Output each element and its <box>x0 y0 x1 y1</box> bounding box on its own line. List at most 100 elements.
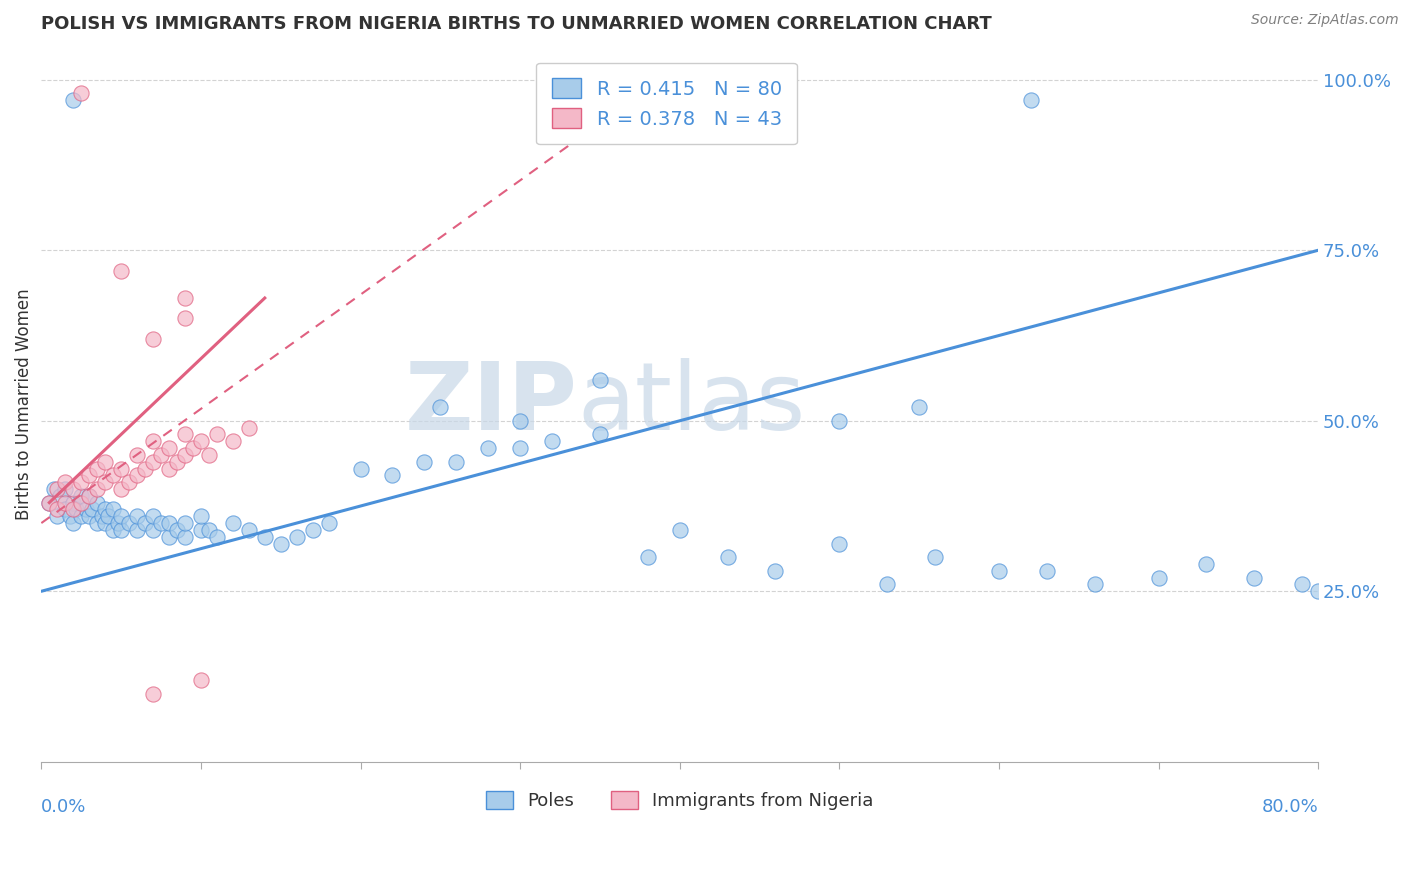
Point <box>77 489 100 503</box>
Point <box>110 264 132 278</box>
Point <box>142 434 165 449</box>
Point <box>94 475 117 490</box>
Point <box>53 475 76 490</box>
Point <box>127 509 149 524</box>
Point <box>118 516 141 530</box>
Point <box>142 455 165 469</box>
Point <box>238 420 260 434</box>
Point <box>876 577 898 591</box>
Point <box>46 482 69 496</box>
Point <box>1147 571 1170 585</box>
Point <box>62 502 84 516</box>
Point <box>205 530 228 544</box>
Point <box>589 373 612 387</box>
Point <box>157 441 180 455</box>
Point <box>77 509 100 524</box>
Point <box>637 550 659 565</box>
Point <box>94 455 117 469</box>
Text: ZIP: ZIP <box>405 358 578 450</box>
Point <box>62 482 84 496</box>
Point <box>190 434 212 449</box>
Point <box>86 516 108 530</box>
Legend: Poles, Immigrants from Nigeria: Poles, Immigrants from Nigeria <box>479 783 880 817</box>
Point <box>77 468 100 483</box>
Point <box>668 523 690 537</box>
Point <box>381 468 404 483</box>
Point <box>1308 584 1330 599</box>
Point <box>62 516 84 530</box>
Point <box>94 516 117 530</box>
Point <box>222 516 245 530</box>
Point <box>91 509 114 524</box>
Point <box>477 441 499 455</box>
Text: POLISH VS IMMIGRANTS FROM NIGERIA BIRTHS TO UNMARRIED WOMEN CORRELATION CHART: POLISH VS IMMIGRANTS FROM NIGERIA BIRTHS… <box>41 15 993 33</box>
Point <box>924 550 946 565</box>
Point <box>1291 577 1313 591</box>
Text: Source: ZipAtlas.com: Source: ZipAtlas.com <box>1251 13 1399 28</box>
Point <box>101 502 124 516</box>
Point <box>86 495 108 509</box>
Point <box>75 502 97 516</box>
Point <box>38 495 60 509</box>
Point <box>77 489 100 503</box>
Point <box>174 291 197 305</box>
Point <box>142 523 165 537</box>
Point <box>205 427 228 442</box>
Point <box>70 509 93 524</box>
Point <box>198 523 221 537</box>
Text: 0.0%: 0.0% <box>41 798 87 816</box>
Point <box>118 475 141 490</box>
Y-axis label: Births to Unmarried Women: Births to Unmarried Women <box>15 288 32 519</box>
Point <box>987 564 1010 578</box>
Point <box>59 509 82 524</box>
Point <box>1036 564 1059 578</box>
Point <box>318 516 340 530</box>
Point <box>174 516 197 530</box>
Point <box>97 509 120 524</box>
Point <box>42 482 65 496</box>
Point <box>190 673 212 687</box>
Point <box>134 516 156 530</box>
Point <box>541 434 564 449</box>
Point <box>446 455 468 469</box>
Point <box>765 564 787 578</box>
Point <box>142 509 165 524</box>
Point <box>70 489 93 503</box>
Point <box>181 441 204 455</box>
Point <box>157 530 180 544</box>
Text: 80.0%: 80.0% <box>1261 798 1319 816</box>
Point <box>270 536 292 550</box>
Point <box>1195 557 1218 571</box>
Point <box>110 461 132 475</box>
Point <box>142 687 165 701</box>
Point <box>717 550 740 565</box>
Point <box>1019 93 1042 107</box>
Point <box>101 468 124 483</box>
Point <box>110 482 132 496</box>
Point <box>150 448 173 462</box>
Point <box>134 461 156 475</box>
Point <box>413 455 436 469</box>
Point <box>174 530 197 544</box>
Point <box>157 461 180 475</box>
Point <box>1243 571 1265 585</box>
Point <box>46 509 69 524</box>
Point <box>828 414 851 428</box>
Point <box>53 482 76 496</box>
Point <box>86 461 108 475</box>
Point <box>166 523 188 537</box>
Point <box>157 516 180 530</box>
Point <box>127 523 149 537</box>
Point <box>38 495 60 509</box>
Point <box>86 482 108 496</box>
Point <box>509 441 531 455</box>
Point <box>127 468 149 483</box>
Point <box>70 87 93 101</box>
Point <box>589 427 612 442</box>
Point <box>142 332 165 346</box>
Point <box>107 516 129 530</box>
Point <box>110 523 132 537</box>
Point <box>301 523 323 537</box>
FancyBboxPatch shape <box>0 558 520 892</box>
Point <box>253 530 276 544</box>
